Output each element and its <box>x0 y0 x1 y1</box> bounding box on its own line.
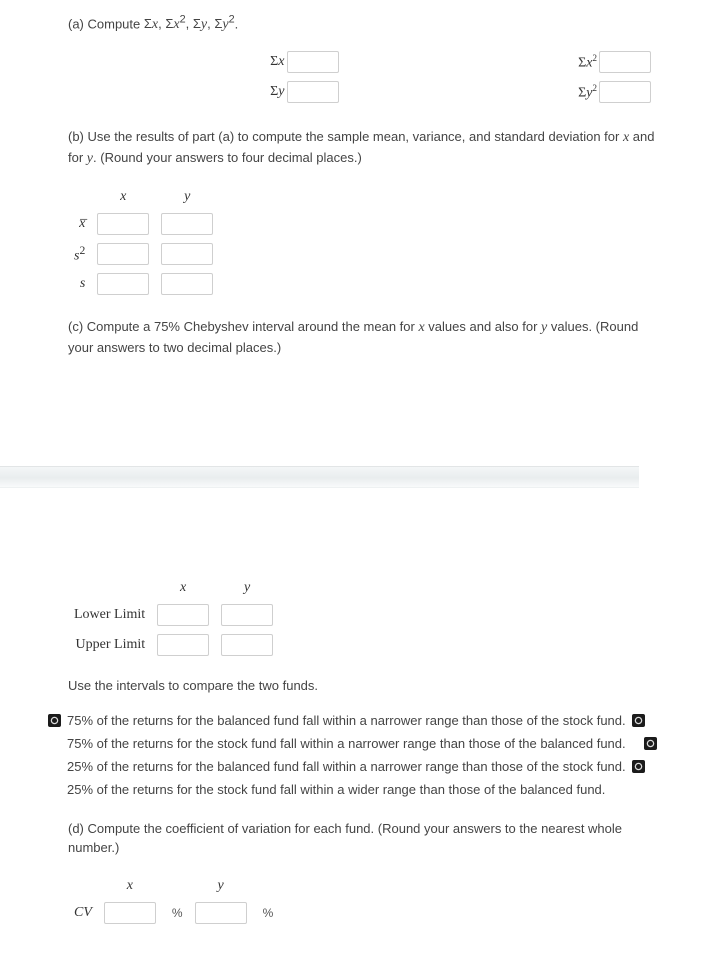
row-mean: _x <box>68 209 91 239</box>
input-upper-x[interactable] <box>157 634 209 656</box>
unit-percent: % <box>172 906 183 920</box>
input-s2-x[interactable] <box>97 243 149 265</box>
part-a-prompt: (a) Compute Σx, Σx2, Σy, Σy2. <box>68 12 659 35</box>
part-d-table: x y CV % % <box>68 874 279 928</box>
option-row: 75% of the returns for the balanced fund… <box>48 711 659 732</box>
row-upper-limit: Upper Limit <box>68 630 151 660</box>
row-lower-limit: Lower Limit <box>68 600 151 630</box>
option-row: 75% of the returns for the stock fund fa… <box>48 734 659 755</box>
input-sigma-x2[interactable] <box>599 51 651 73</box>
part-b-table: x y _x s2 s <box>68 185 219 299</box>
input-mean-y[interactable] <box>161 213 213 235</box>
limits-col-y: y <box>215 576 279 600</box>
part-a-input-grid: Σx Σx2 Σy Σy2 <box>68 51 659 103</box>
section-separator <box>0 466 639 488</box>
col-y: y <box>155 185 219 209</box>
input-cv-y[interactable] <box>195 902 247 924</box>
row-sd: s <box>68 269 91 299</box>
label-sigma-y: Σy <box>68 84 285 100</box>
input-s-y[interactable] <box>161 273 213 295</box>
label-sigma-y2: Σy2 <box>381 83 598 102</box>
unit-percent: % <box>263 906 274 920</box>
cv-col-x: x <box>98 874 162 898</box>
part-d-prompt: (d) Compute the coefficient of variation… <box>68 819 659 858</box>
label-sigma-x2: Σx2 <box>381 53 598 72</box>
part-c-prompt: (c) Compute a 75% Chebyshev interval aro… <box>68 317 659 358</box>
input-s2-y[interactable] <box>161 243 213 265</box>
input-sigma-x[interactable] <box>287 51 339 73</box>
radio-icon[interactable] <box>48 714 61 727</box>
input-sigma-y[interactable] <box>287 81 339 103</box>
limits-table: x y Lower Limit Upper Limit <box>68 576 279 660</box>
option-row: 25% of the returns for the balanced fund… <box>48 757 659 778</box>
col-x: x <box>91 185 155 209</box>
input-upper-y[interactable] <box>221 634 273 656</box>
input-mean-x[interactable] <box>97 213 149 235</box>
compare-prompt: Use the intervals to compare the two fun… <box>68 676 659 696</box>
option-text: 75% of the returns for the stock fund fa… <box>67 734 626 755</box>
row-cv: CV <box>68 898 98 928</box>
part-a-symbols: Σx, Σx2, Σy, Σy2 <box>144 16 235 31</box>
input-cv-x[interactable] <box>104 902 156 924</box>
part-b-prompt: (b) Use the results of part (a) to compu… <box>68 127 659 169</box>
option-text: 75% of the returns for the balanced fund… <box>67 711 626 732</box>
limits-col-x: x <box>151 576 215 600</box>
label-sigma-x: Σx <box>68 54 285 70</box>
radio-icon[interactable] <box>644 737 657 750</box>
input-sigma-y2[interactable] <box>599 81 651 103</box>
radio-icon[interactable] <box>632 714 645 727</box>
input-s-x[interactable] <box>97 273 149 295</box>
radio-icon[interactable] <box>632 760 645 773</box>
input-lower-y[interactable] <box>221 604 273 626</box>
row-variance: s2 <box>68 239 91 269</box>
input-lower-x[interactable] <box>157 604 209 626</box>
option-text: 25% of the returns for the balanced fund… <box>67 757 626 778</box>
cv-col-y: y <box>189 874 253 898</box>
